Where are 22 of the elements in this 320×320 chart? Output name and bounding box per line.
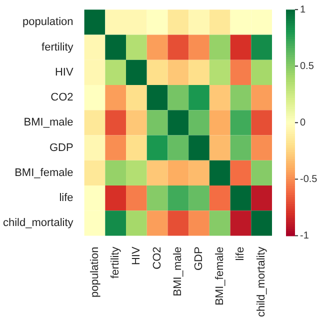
color-bar-label: 1: [300, 4, 306, 16]
color-bar-label: -0.5: [300, 174, 318, 185]
x-tick-label: life: [234, 246, 247, 261]
x-tick-label: child_mortality: [256, 246, 268, 318]
color-bar-label: 0: [300, 117, 306, 128]
y-tick-label: BMI_female: [14, 166, 74, 179]
x-tick-label: fertility: [110, 246, 122, 278]
x-tick-label: CO2: [151, 246, 164, 270]
y-tick-label: BMI_male: [24, 116, 74, 129]
color-bar-label: 0.5: [300, 60, 314, 72]
color-bar-label: -1: [300, 230, 310, 242]
x-tick-label: BMI_female: [214, 246, 226, 306]
y-tick-label: fertility: [42, 41, 74, 54]
y-tick-label: CO2: [50, 92, 74, 104]
x-tick-label: HIV: [130, 246, 142, 266]
x-tick-label: GDP: [193, 246, 206, 271]
y-tick-label: life: [59, 192, 74, 204]
x-tick-label: BMI_male: [172, 246, 184, 296]
y-tick-label: HIV: [54, 66, 74, 78]
y-tick-label: population: [22, 16, 74, 28]
y-tick-label: child_mortality: [2, 217, 74, 230]
y-tick-label: GDP: [49, 142, 74, 154]
